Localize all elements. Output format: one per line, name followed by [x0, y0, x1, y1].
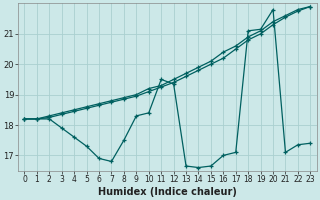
X-axis label: Humidex (Indice chaleur): Humidex (Indice chaleur): [98, 187, 237, 197]
